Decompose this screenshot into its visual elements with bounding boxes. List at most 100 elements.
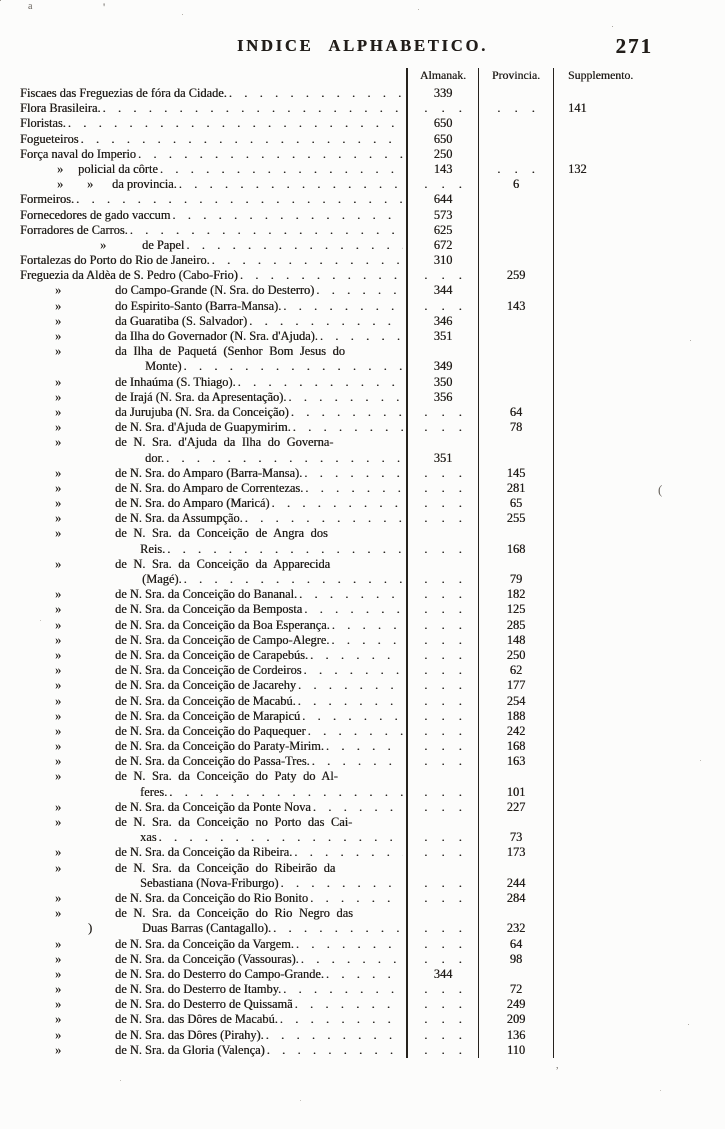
entry-cell: » de N. Sra. do Amparo (Maricá) [0, 496, 406, 511]
entry-text: Fornecedores de gado vaccum [20, 207, 171, 222]
entry-cell: » da Guaratiba (S. Salvador) [0, 314, 406, 329]
provincia-cell: 72 [478, 982, 553, 998]
supplemento-cell [553, 936, 725, 952]
provincia-cell [478, 86, 553, 102]
sub-entry-mark: » [55, 739, 62, 754]
almanak-cell [406, 769, 478, 785]
almanak-cell [406, 526, 478, 542]
provincia-cell [478, 966, 553, 983]
supplemento-cell [553, 435, 725, 451]
sub-entry-mark: » [55, 906, 62, 921]
supplemento-cell [553, 693, 725, 709]
supplemento-cell [553, 723, 725, 740]
almanak-cell: 351 [406, 450, 478, 466]
dot-leader [169, 785, 403, 800]
almanak-cell: 625 [406, 222, 478, 238]
entry-cell: Freguezia da Aldèa de S. Pedro (Cabo-Fri… [0, 268, 406, 283]
entry-cell: Fortalezas do Porto do Rio de Janeiro. [0, 253, 406, 268]
dot-leader [273, 921, 403, 936]
index-row: » do Campo-Grande (N. Sra. do Desterro) 34… [0, 283, 725, 299]
provincia-cell: 73 [478, 830, 553, 846]
provincia-cell: 143 [478, 298, 553, 314]
almanak-cell: . . . [406, 921, 478, 937]
almanak-cell: . . . [406, 632, 478, 648]
sub-entry-mark: » [55, 860, 62, 875]
index-row: » de N. Sra. da Conceição do Paraty-Mirim… [0, 739, 725, 755]
entry-text: de N. Sra. da Conceição do Rio Negro das [115, 906, 353, 921]
entry-cell: » de N. Sra. das Dôres de Macabú. [0, 1012, 406, 1027]
entry-cell: » de N. Sra. da Conceição da Ribeira. [0, 845, 406, 860]
index-row: » de N. Sra. da Conceição de Marapicú . . … [0, 708, 725, 724]
almanak-cell: . . . [406, 845, 478, 861]
supplemento-cell [553, 830, 725, 846]
supplemento-cell [553, 921, 725, 937]
entry-text: de N. Sra. da Conceição do Ribeirão da [115, 860, 336, 875]
entry-text: de N. Sra. da Conceição do Paquequer [115, 723, 306, 738]
entry-text: de N. Sra. da Gloria (Valença) [115, 1042, 265, 1057]
index-row: Sebastiana (Nova-Friburgo) . . .244 [0, 875, 725, 891]
entry-cell: » de Irajá (N. Sra. da Apresentação). [0, 390, 406, 405]
entry-text: da Guaratiba (S. Salvador) [115, 313, 248, 328]
sub-entry-mark: » [55, 982, 62, 997]
index-row: » » da provincia. . . .6 [0, 177, 725, 193]
entry-cell: » de N. Sra. da Conceição do Ribeirão da [0, 861, 406, 876]
entry-text: da provincia. [112, 177, 177, 192]
entry-cell: » de N. Sra. das Dôres (Pirahy). [0, 1028, 406, 1043]
sub-entry-mark: » [55, 420, 62, 435]
entry-cell: » da Jurujuba (N. Sra. da Conceição) [0, 405, 406, 420]
dot-leader [76, 192, 403, 207]
entry-text: Sebastiana (Nova-Friburgo) [140, 875, 279, 890]
dot-leader [212, 253, 403, 268]
provincia-cell [478, 556, 553, 572]
supplemento-cell [553, 465, 725, 481]
almanak-cell: 143 [406, 161, 478, 178]
provincia-cell [478, 237, 553, 254]
provincia-cell: 79 [478, 572, 553, 588]
entry-text: de Papel [142, 237, 185, 252]
dot-leader [320, 329, 403, 344]
entry-cell: » da Ilha de Paquetá (Senhor Bom Jesus do [0, 344, 406, 359]
provincia-cell: 6 [478, 177, 553, 193]
supplemento-cell [553, 708, 725, 724]
entry-text: da Ilha do Governador (N. Sra. d'Ajuda). [115, 329, 318, 343]
entry-text: de N. Sra. do Desterro de Quissamã [115, 997, 293, 1012]
entry-text: Fogueteiros [20, 131, 79, 146]
supplemento-cell: 132 [553, 161, 725, 178]
provincia-cell [478, 906, 553, 922]
supplemento-cell [553, 131, 725, 147]
almanak-cell: . . . [406, 890, 478, 907]
supplemento-cell [553, 769, 725, 785]
supplemento-cell: 141 [553, 101, 725, 117]
almanak-cell: . . . [406, 268, 478, 284]
entry-cell: » de N. Sra. da Conceição do Rio Negro da… [0, 906, 406, 921]
index-row: Fornecedores de gado vaccum 573 [0, 207, 725, 223]
almanak-cell: 350 [406, 374, 478, 390]
provincia-cell: 177 [478, 678, 553, 694]
scan-noise [0, 0, 1, 1]
provincia-cell: 259 [478, 268, 553, 284]
sub-entry-mark: » [55, 511, 62, 526]
index-row: xas . . .73 [0, 830, 725, 846]
index-row: Flora Brasileira.. . .. . .141 [0, 101, 725, 117]
sub-entry-mark: » [55, 283, 62, 298]
index-row: Reis. . . .168 [0, 541, 725, 557]
provincia-cell: 281 [478, 480, 553, 497]
entry-text: Duas Barras (Cantagallo). [142, 921, 272, 936]
supplemento-cell [553, 815, 725, 831]
dot-leader [304, 602, 403, 617]
supplemento-cell [553, 890, 725, 907]
index-row: Forradores de Carros. 625 [0, 222, 725, 238]
entry-text: de N. Sra. da Conceição de Carapebús. [115, 647, 309, 662]
supplemento-cell [553, 268, 725, 284]
dot-leader [302, 709, 403, 724]
entry-cell: » de N. Sra. d'Ajuda da Ilha do Governa- [0, 435, 406, 450]
provincia-cell: 244 [478, 875, 553, 891]
almanak-cell: . . . [406, 784, 478, 800]
index-row: Monte) 349 [0, 359, 725, 375]
entry-text: da Ilha de Paquetá (Senhor Bom Jesus do [115, 344, 345, 359]
entry-cell: Fiscaes das Freguezias de fóra da Cidade… [0, 86, 406, 101]
sub-entry-mark: » [55, 845, 62, 860]
dot-leader [159, 830, 403, 845]
entry-text: de N. Sra. da Conceição do Paty do Al- [115, 769, 338, 784]
index-row: » de N. Sra. do Amparo de Correntezas. . .… [0, 480, 725, 497]
